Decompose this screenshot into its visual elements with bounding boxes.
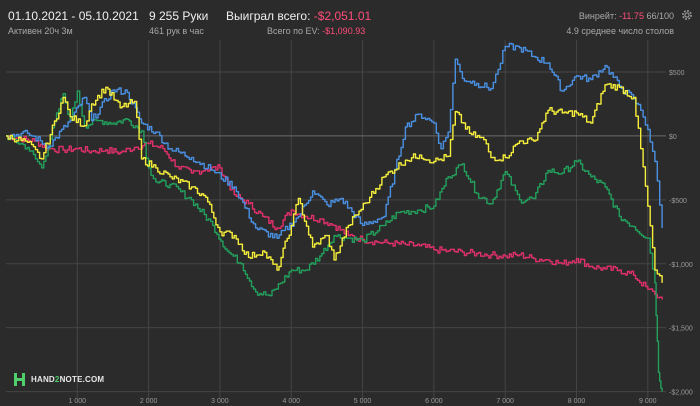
hands-per-hour: 461 рук в час [149,26,204,36]
x-tick-label: 8 000 [568,398,586,405]
hand2note-logo-icon [14,373,25,386]
winrate: Винрейт: -11.75 66/100 [579,11,674,21]
y-tick-label: -$2,000 [669,390,693,397]
total-won-value: -$2,051.01 [313,9,372,23]
x-tick-label: 1 000 [69,398,87,405]
winrate-label: Винрейт: [578,11,617,21]
x-tick-label: 3 000 [211,398,229,405]
y-tick-label: -$500 [669,198,687,205]
total-ev: Всего по EV: -$1,090.93 [267,26,365,36]
x-tick-label: 4 000 [282,398,300,405]
active-time: Активен 20ч 3м [8,26,73,36]
series-line [6,90,663,392]
date-range[interactable]: 01.10.2021 - 05.10.2021 [8,9,139,23]
total-ev-value: -$1,090.93 [322,26,366,36]
winrate-value: -11.75 [619,11,644,21]
y-tick-label: $500 [669,70,685,77]
logo-text: HAND2NOTE.COM [31,375,105,384]
results-chart: 1 000 2 000 3 000 4 000 5 000 6 000 7 000 8 000… [6,40,693,405]
total-won: Выиграл всего: -$2,051.01 [226,9,371,23]
total-won-label: Выиграл всего: [226,9,311,23]
x-tick-label: 2 000 [140,398,158,405]
series-line [6,135,663,300]
x-tick-label: 5 000 [354,398,372,405]
hand2note-logo: HAND2NOTE.COM [14,373,104,386]
series-line [6,42,663,239]
gear-icon[interactable] [680,8,694,22]
series-line [6,83,663,283]
y-tick-label: $0 [669,134,677,141]
x-tick-label: 9 000 [639,398,657,405]
x-tick-label: 6 000 [425,398,443,405]
y-tick-label: -$1,500 [669,326,693,333]
y-tick-label: -$1,000 [669,262,693,269]
winrate-unit: 66/100 [646,11,674,21]
stats-header: 01.10.2021 - 05.10.2021 Активен 20ч 3м 9… [0,0,700,40]
avg-tables: 4.9 среднее число столов [566,26,674,36]
hands-count: 9 255 Руки [149,9,209,23]
x-tick-label: 7 000 [496,398,514,405]
total-ev-label: Всего по EV: [267,26,320,36]
